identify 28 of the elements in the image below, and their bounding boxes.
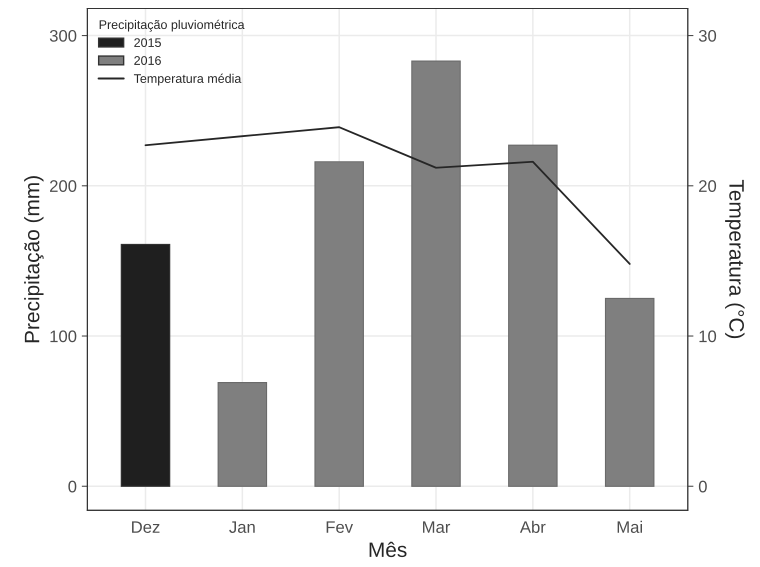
legend-label: Temperatura média [134, 74, 242, 86]
bar [508, 144, 558, 487]
x-tick-label: Mar [423, 521, 450, 533]
y-tick-label: 200 [50, 180, 76, 192]
line-series [144, 126, 631, 265]
y2-tick-label: 0 [698, 480, 707, 492]
legend-label: 2015 [134, 38, 161, 48]
y2-axis-title: Temperatura (°C) [725, 180, 745, 338]
y2-tick-label: 30 [698, 30, 716, 42]
bar [411, 60, 461, 487]
x-tick-label: Jan [229, 521, 255, 533]
y-axis-title: Precipitação (mm) [24, 176, 44, 342]
y2-tick-label: 10 [699, 330, 716, 342]
bar [218, 382, 268, 487]
x-tick-label: Abr [520, 520, 546, 533]
bar [120, 244, 170, 487]
y-tick-label: 100 [50, 330, 76, 342]
y-tick-label: 0 [68, 480, 76, 492]
x-tick-label: Dez [132, 521, 160, 533]
y2-tick-label: 20 [699, 180, 716, 192]
y-tick-label: 300 [50, 30, 76, 42]
bar [604, 298, 654, 487]
x-tick-label: Mai [618, 520, 642, 533]
x-tick-label: Fev [326, 521, 354, 533]
legend-label: 2016 [134, 56, 161, 65]
bar [314, 161, 364, 487]
x-axis-title: Mês [370, 542, 407, 558]
legend-title: Precipitação pluviométrica [100, 20, 245, 32]
